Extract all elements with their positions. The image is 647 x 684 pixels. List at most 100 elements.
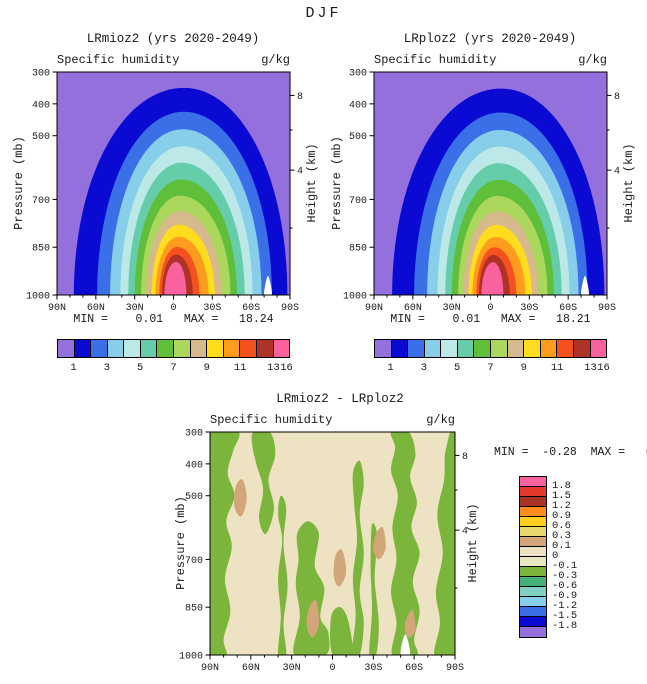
minmax-top-left: MIN = 0.01 MAX = 18.24 (73, 313, 274, 326)
pressure-tick-label: 500 (349, 132, 367, 143)
colorbar-top-left (57, 339, 290, 358)
colorbar-tick-label: 7 (487, 362, 494, 374)
height-tick-label: 4 (462, 527, 468, 538)
latitude-tick-label: 30N (126, 303, 144, 314)
latitude-tick-label: 60S (559, 303, 577, 314)
panel-subhead-top-right: Specific humidity g/kg (374, 53, 607, 67)
colorbar-cell (190, 340, 208, 357)
latitude-tick-label: 60S (242, 303, 260, 314)
colorbar-cell (375, 340, 392, 357)
height-tick-label: 8 (462, 452, 468, 463)
panel-subhead-top-left: Specific humidity g/kg (57, 53, 290, 67)
neg-anomaly-patch (369, 523, 379, 655)
legend-tick-label: 0 (552, 550, 559, 562)
contour-field (57, 72, 290, 295)
colorbar-tick-label: 11 (233, 362, 247, 374)
colorbar-tick-label: 9 (520, 362, 527, 374)
panel-title-top-right: LRploz2 (yrs 2020-2049) (403, 32, 577, 46)
colorbar-cell (124, 340, 141, 357)
latitude-tick-label: 0 (329, 663, 335, 674)
height-tick-label: 4 (297, 167, 303, 178)
colorbar-cell (174, 340, 191, 357)
pressure-tick-label: 1000 (343, 292, 367, 303)
panel-title-top-left: LRmioz2 (yrs 2020-2049) (86, 32, 260, 46)
colorbar-tick-label: 16 (597, 362, 610, 374)
colorbar-cell (573, 340, 591, 357)
colorbar-cell (58, 340, 75, 357)
colorbar-cell (91, 340, 108, 357)
latitude-tick-label: 30S (364, 663, 382, 674)
legend-cell (520, 577, 546, 587)
colorbar-cell (424, 340, 442, 357)
colorbar-cell (256, 340, 274, 357)
colorbar-cell (74, 340, 92, 357)
colorbar-tick-label: 9 (203, 362, 210, 374)
latitude-tick-label: 90S (446, 663, 464, 674)
colorbar-tick-label: 3 (103, 362, 111, 374)
neg-anomaly-patch (434, 432, 455, 655)
colorbar-cell (557, 340, 574, 357)
colorbar-cell (491, 340, 508, 357)
legend-tick-label: 1.2 (552, 500, 571, 512)
legend-cell (520, 557, 546, 567)
legend-cell (520, 607, 546, 617)
colorbar-cell (457, 340, 475, 357)
legend-tick-label: -1.5 (552, 610, 578, 622)
latitude-tick-label: 30S (203, 303, 221, 314)
pressure-tick-label: 850 (185, 604, 203, 615)
height-axis-title: Height (km) (622, 143, 636, 223)
colorbar-cell (207, 340, 224, 357)
legend-tick-label: 0.1 (552, 540, 571, 552)
legend-cell (520, 477, 546, 487)
pressure-tick-label: 700 (32, 196, 50, 207)
pressure-axis-title: Pressure (mb) (330, 136, 344, 230)
pressure-tick-label: 400 (32, 100, 50, 111)
neg-anomaly-patch (210, 432, 240, 655)
minmax-top-right: MIN = 0.01 MAX = 18.21 (390, 313, 591, 326)
colorbar-top-right (374, 339, 607, 358)
latitude-tick-label: 30N (283, 663, 301, 674)
height-tick-label: 8 (297, 92, 303, 103)
latitude-tick-label: 60N (404, 303, 422, 314)
pressure-tick-label: 700 (349, 196, 367, 207)
colorbar-tick-label: 11 (550, 362, 564, 374)
pressure-tick-label: 500 (185, 492, 203, 503)
pressure-tick-label: 400 (349, 100, 367, 111)
latitude-tick-label: 30N (443, 303, 461, 314)
height-tick-label: 8 (614, 92, 620, 103)
colorbar-labels-top-right: 1 3 5 7 9 11 13 16 (374, 362, 610, 376)
minmax-bottom: MIN = -0.28 MAX = 0.57 (494, 446, 647, 459)
units-label: g/kg (261, 53, 290, 67)
neg-anomaly-patch (251, 432, 276, 534)
pressure-tick-label: 300 (32, 69, 50, 80)
surface-notch (581, 275, 589, 295)
colorbar-cell (474, 340, 492, 357)
colorbar-cell (441, 340, 458, 357)
colorbar-tick-label: 3 (420, 362, 428, 374)
legend-cell (520, 527, 546, 537)
legend-tick-label: 0.6 (552, 520, 571, 532)
difference-legend-colorbar (519, 476, 547, 638)
legend-tick-label: -0.3 (552, 570, 578, 582)
latitude-tick-label: 90N (365, 303, 383, 314)
neg-anomaly-patch (330, 606, 353, 655)
contour-level-13 (164, 261, 187, 295)
latitude-tick-label: 30S (520, 303, 538, 314)
colorbar-tick-label: 1 (70, 362, 77, 374)
surface-notch (400, 634, 411, 655)
latitude-tick-label: 60S (405, 663, 423, 674)
height-axis-title: Height (km) (305, 143, 319, 223)
pressure-tick-label: 1000 (26, 292, 50, 303)
pressure-tick-label: 850 (32, 244, 50, 255)
contour-field (210, 432, 455, 655)
colorbar-tick-label: 1 (387, 362, 394, 374)
legend-cell (520, 627, 546, 637)
neg-anomaly-patch (293, 521, 330, 655)
legend-cell (520, 547, 546, 557)
colorbar-tick-label: 5 (454, 362, 461, 374)
legend-tick-label: -0.6 (552, 580, 578, 592)
colorbar-cell (590, 340, 607, 357)
latitude-tick-label: 0 (170, 303, 176, 314)
